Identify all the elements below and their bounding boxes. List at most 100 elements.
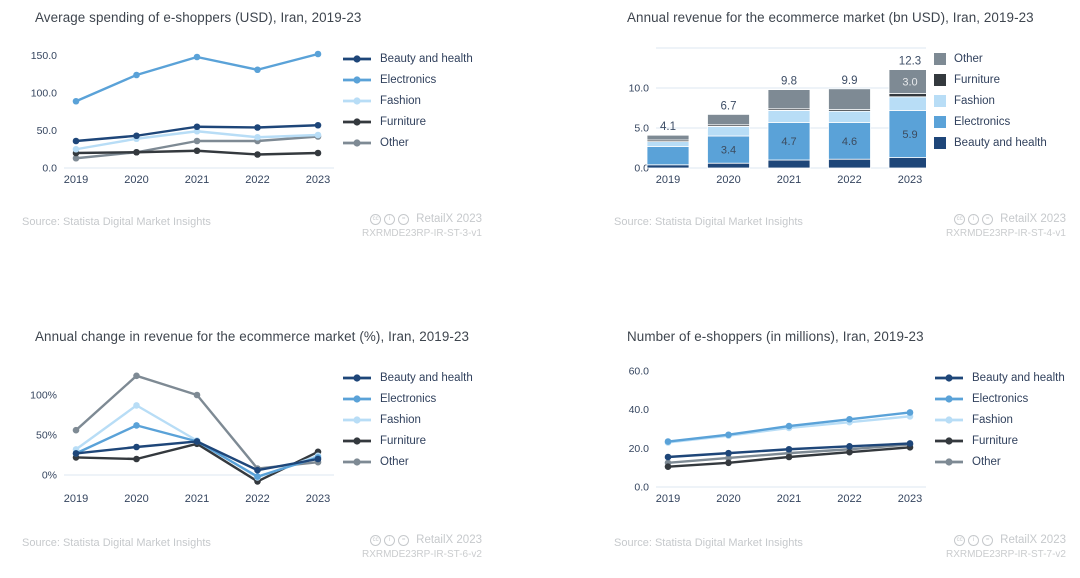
bar-total-label: 4.1 — [660, 121, 676, 133]
cc-nd-icon: = — [982, 213, 994, 225]
segment-value-label: 3.0 — [902, 77, 917, 89]
data-point-beauty-and-health — [725, 449, 732, 457]
bar-segment-fashion — [646, 141, 690, 147]
data-point-other — [72, 426, 80, 434]
legend-label: Fashion — [380, 95, 421, 107]
line-chart-eshoppers: 0.0 20.0 40.0 60.0 2019 2020 2021 2022 2023 — [629, 365, 926, 505]
plot-area: 0% 50% 100% 2019 2020 2021 2022 2023 Beauty and… — [22, 359, 473, 509]
data-point-furniture — [846, 448, 853, 456]
cc-attribution-icon: i — [968, 213, 980, 225]
license-badge: cc i = RetailX 2023 RXRMDE23RP-IR-ST-7-v… — [946, 534, 1066, 560]
data-point-electronics — [72, 97, 80, 105]
segment-value-label: 3.4 — [721, 145, 736, 157]
svg-text:0.0: 0.0 — [42, 163, 57, 175]
badge-code: RXRMDE23RP-IR-ST-4-v1 — [945, 228, 1066, 239]
legend-line-marker — [935, 458, 963, 466]
legend-square-marker — [934, 137, 946, 149]
card-footer: Source: Statista Digital Market Insights… — [614, 213, 1066, 239]
svg-text:2019: 2019 — [64, 174, 88, 186]
data-point-electronics — [785, 422, 793, 430]
chart-title: Annual change in revenue for the ecommer… — [35, 329, 470, 344]
chart-title: Number of e-shoppers (in millions), Iran… — [627, 329, 924, 344]
data-point-beauty-and-health — [314, 455, 322, 463]
data-point-beauty-and-health — [785, 445, 793, 453]
chart-card-eshoppers: Number of e-shoppers (in millions), Iran… — [540, 289, 1080, 578]
badge-top-row: cc i = RetailX 2023 — [362, 213, 482, 225]
svg-text:50.0: 50.0 — [37, 125, 58, 137]
cc-icon: cc — [370, 213, 382, 225]
data-point-fashion — [314, 131, 322, 139]
legend-line-marker — [343, 458, 371, 466]
plot-area: 0.0 5.0 10.0 2019 2020 2021 2022 2023 4.1 3.4 6.7 4… — [614, 40, 1047, 190]
cc-nd-icon: = — [398, 534, 410, 546]
data-point-other — [133, 372, 140, 380]
svg-text:2023: 2023 — [898, 493, 922, 505]
legend-line-marker — [343, 76, 371, 84]
bar-segment-beauty-and-health — [888, 157, 926, 169]
data-point-other — [725, 454, 732, 462]
legend-line-marker — [343, 55, 371, 63]
legend-square-marker — [934, 95, 946, 107]
data-point-furniture — [133, 455, 140, 463]
bar-segment-furniture — [888, 93, 926, 98]
svg-text:2020: 2020 — [124, 174, 148, 186]
bar-segment-electronics — [646, 146, 690, 166]
bar-segment-other — [646, 134, 690, 141]
data-point-furniture — [314, 149, 322, 157]
data-point-other — [193, 391, 201, 399]
data-point-beauty-and-health — [72, 137, 80, 145]
badge-top-row: cc i = RetailX 2023 — [362, 534, 482, 546]
legend-line-marker — [343, 437, 371, 445]
legend-item-furniture: Furniture — [342, 115, 473, 129]
svg-text:2021: 2021 — [777, 493, 801, 505]
legend-line-marker — [343, 395, 371, 403]
license-badge: cc i = RetailX 2023 RXRMDE23RP-IR-ST-6-v… — [362, 534, 482, 560]
legend-square-marker — [934, 74, 946, 86]
svg-text:2021: 2021 — [185, 493, 209, 505]
legend-line-marker — [935, 395, 963, 403]
data-point-beauty-and-health — [72, 450, 80, 457]
svg-text:2023: 2023 — [306, 493, 330, 505]
svg-text:40.0: 40.0 — [629, 404, 650, 416]
svg-text:2020: 2020 — [716, 493, 740, 505]
data-point-other — [193, 137, 201, 145]
data-point-electronics — [133, 422, 140, 429]
bar-segment-fashion — [707, 126, 750, 137]
legend-label: Other — [380, 456, 409, 468]
cc-icon: cc — [370, 534, 382, 546]
source-text: Source: Statista Digital Market Insights — [614, 216, 803, 228]
series-line-electronics — [75, 424, 319, 478]
legend-label: Beauty and health — [380, 372, 473, 384]
legend-label: Fashion — [972, 414, 1013, 426]
legend-item-furniture: Furniture — [342, 434, 473, 448]
legend-label: Fashion — [954, 95, 995, 107]
data-point-electronics — [846, 415, 853, 423]
legend-label: Furniture — [954, 74, 1001, 86]
segment-value-label: 5.9 — [902, 129, 917, 141]
legend-item-other: Other — [934, 455, 1065, 469]
badge-code: RXRMDE23RP-IR-ST-3-v1 — [361, 228, 482, 239]
legend-line-marker — [343, 97, 371, 105]
plot-area: 0.0 50.0 100.0 150.0 2019 2020 2021 2022 2023 Be… — [22, 40, 473, 190]
svg-text:150.0: 150.0 — [31, 50, 57, 62]
svg-text:2019: 2019 — [656, 174, 680, 186]
data-point-furniture — [664, 463, 672, 470]
source-text: Source: Statista Digital Market Insights — [22, 216, 211, 228]
data-point-electronics — [133, 71, 140, 79]
data-point-electronics — [725, 431, 732, 439]
legend: Beauty and health Electronics Fashion Furni… — [342, 52, 473, 190]
bar-segment-electronics — [707, 135, 750, 164]
data-point-beauty-and-health — [193, 123, 201, 131]
legend-item-beauty-and-health: Beauty and health — [342, 371, 473, 385]
legend-label: Other — [972, 456, 1001, 468]
source-text: Source: Statista Digital Market Insights — [614, 537, 803, 549]
badge-brand: RetailX 2023 — [416, 534, 482, 546]
data-point-beauty-and-health — [254, 466, 261, 474]
cc-nd-icon: = — [398, 213, 410, 225]
legend-label: Electronics — [380, 393, 437, 405]
svg-text:2022: 2022 — [245, 174, 269, 186]
data-point-fashion — [254, 133, 261, 141]
badge-top-row: cc i = RetailX 2023 — [946, 213, 1066, 225]
data-point-beauty-and-health — [664, 453, 672, 461]
legend-label: Beauty and health — [972, 372, 1065, 384]
